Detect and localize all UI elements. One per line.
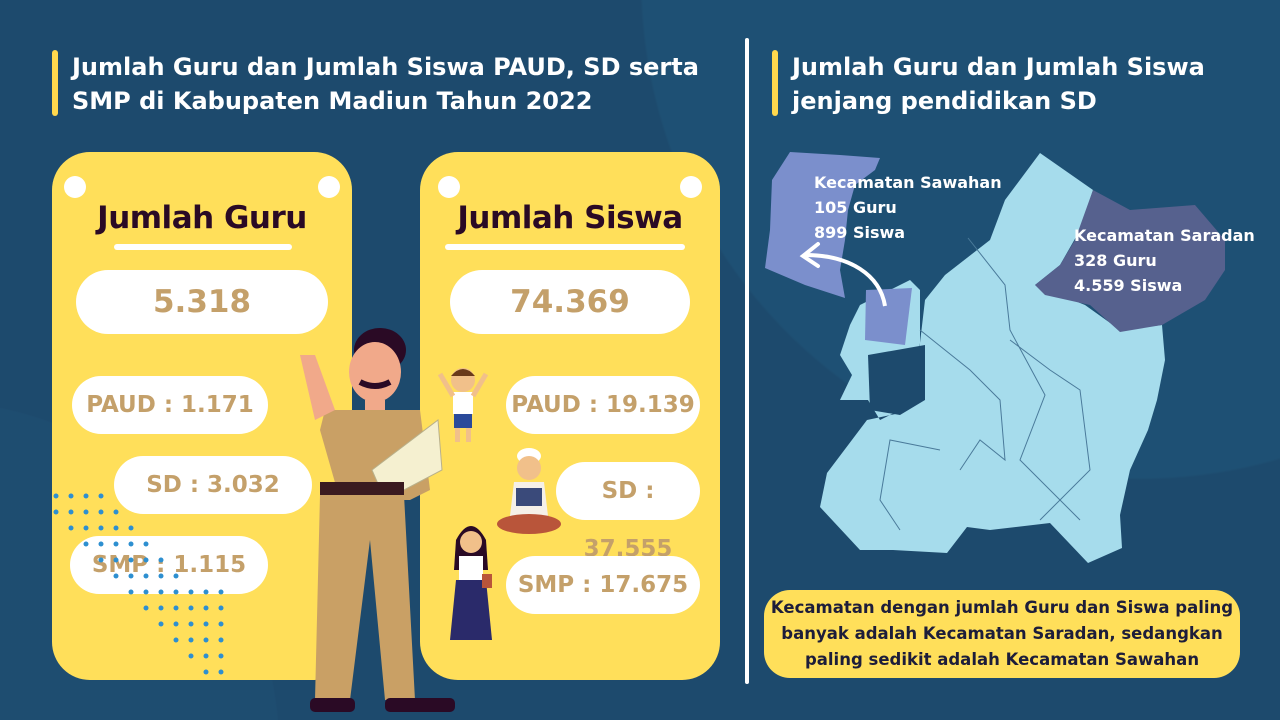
decorative-dot bbox=[218, 637, 224, 643]
decorative-dot bbox=[188, 637, 194, 643]
right-title: Jumlah Guru dan Jumlah Siswa jenjang pen… bbox=[772, 50, 1212, 118]
decorative-dot bbox=[68, 525, 74, 531]
dot-pattern bbox=[53, 493, 224, 675]
card-hole bbox=[64, 176, 86, 198]
decorative-dot bbox=[128, 525, 134, 531]
decorative-dot bbox=[143, 605, 149, 611]
decorative-dot bbox=[98, 541, 104, 547]
decorative-dot bbox=[98, 509, 104, 515]
decorative-dot bbox=[188, 605, 194, 611]
decorative-dot bbox=[188, 589, 194, 595]
decorative-dot bbox=[173, 621, 179, 627]
title-underline bbox=[445, 244, 685, 250]
decorative-dot bbox=[128, 573, 134, 579]
student-girl-illustration bbox=[450, 526, 492, 640]
card-hole bbox=[318, 176, 340, 198]
decorative-dot bbox=[218, 605, 224, 611]
sawahan-label: Kecamatan Sawahan 105 Guru 899 Siswa bbox=[814, 170, 1002, 245]
decorative-dot bbox=[173, 637, 179, 643]
decorative-dot bbox=[203, 669, 209, 675]
decorative-dot bbox=[173, 605, 179, 611]
conclusion-note: Kecamatan dengan jumlah Guru dan Siswa p… bbox=[764, 590, 1240, 678]
guru-paud: PAUD : 1.171 bbox=[72, 376, 268, 434]
divider bbox=[745, 38, 749, 684]
siswa-card-title: Jumlah Siswa bbox=[457, 200, 683, 236]
decorative-dot bbox=[188, 653, 194, 659]
decorative-dot bbox=[83, 509, 89, 515]
decorative-dot bbox=[68, 493, 74, 499]
decorative-dot bbox=[113, 557, 119, 563]
decorative-dot bbox=[158, 621, 164, 627]
decorative-dot bbox=[113, 509, 119, 515]
district-borders bbox=[879, 237, 1091, 531]
decorative-dot bbox=[158, 573, 164, 579]
guru-card-title: Jumlah Guru bbox=[97, 200, 307, 236]
left-title: Jumlah Guru dan Jumlah Siswa PAUD, SD se… bbox=[52, 50, 712, 118]
decorative-dot bbox=[98, 493, 104, 499]
decorative-dot bbox=[143, 557, 149, 563]
decorative-dot bbox=[158, 589, 164, 595]
decorative-dot bbox=[203, 653, 209, 659]
decorative-dot bbox=[203, 637, 209, 643]
decorative-dot bbox=[113, 525, 119, 531]
sawahan-siswa: 899 Siswa bbox=[814, 223, 906, 242]
sawahan-name: Kecamatan Sawahan bbox=[814, 173, 1002, 192]
decorative-dot bbox=[98, 525, 104, 531]
decorative-dot bbox=[173, 573, 179, 579]
student-boy-illustration bbox=[438, 368, 488, 442]
decorative-dot bbox=[128, 557, 134, 563]
title-underline bbox=[114, 244, 292, 250]
saradan-siswa: 4.559 Siswa bbox=[1074, 276, 1183, 295]
decorative-dot bbox=[128, 589, 134, 595]
decorative-dot bbox=[113, 541, 119, 547]
decorative-dot bbox=[203, 621, 209, 627]
map-district-sawahan-part[interactable] bbox=[865, 288, 912, 345]
sawahan-guru: 105 Guru bbox=[814, 198, 897, 217]
decorative-dot bbox=[143, 541, 149, 547]
decorative-dot bbox=[143, 589, 149, 595]
decorative-dot bbox=[218, 669, 224, 675]
map-district-base bbox=[820, 153, 1165, 563]
madiun-map bbox=[765, 152, 1225, 563]
teacher-illustration bbox=[300, 328, 455, 712]
decorative-dot bbox=[53, 493, 59, 499]
decorative-dot bbox=[203, 605, 209, 611]
decorative-dot bbox=[158, 605, 164, 611]
decorative-dot bbox=[128, 541, 134, 547]
card-hole bbox=[680, 176, 702, 198]
student-reading-illustration bbox=[497, 448, 561, 534]
decorative-dot bbox=[143, 573, 149, 579]
saradan-label: Kecamatan Saradan 328 Guru 4.559 Siswa bbox=[1074, 223, 1255, 298]
decorative-dot bbox=[83, 493, 89, 499]
decorative-dot bbox=[173, 589, 179, 595]
decorative-dot bbox=[188, 621, 194, 627]
decorative-dot bbox=[83, 525, 89, 531]
decorative-dot bbox=[158, 557, 164, 563]
decorative-dot bbox=[98, 557, 104, 563]
map-district-sawahan[interactable] bbox=[765, 152, 880, 298]
map-district-saradan[interactable] bbox=[1035, 190, 1225, 332]
guru-total: 5.318 bbox=[76, 270, 328, 334]
arrow-icon bbox=[804, 253, 887, 307]
decorative-dot bbox=[203, 589, 209, 595]
siswa-smp: SMP : 17.675 bbox=[506, 556, 700, 614]
siswa-paud: PAUD : 19.139 bbox=[506, 376, 700, 434]
decorative-dot bbox=[113, 573, 119, 579]
decorative-dot bbox=[83, 541, 89, 547]
map-hole bbox=[868, 345, 925, 415]
siswa-sd: SD : 37.555 bbox=[556, 462, 700, 562]
decorative-dot bbox=[53, 509, 59, 515]
saradan-name: Kecamatan Saradan bbox=[1074, 226, 1255, 245]
decorative-dot bbox=[218, 621, 224, 627]
guru-sd: SD : 3.032 bbox=[114, 456, 312, 514]
decorative-dot bbox=[68, 509, 74, 515]
arrowhead-icon bbox=[799, 242, 820, 268]
card-hole bbox=[438, 176, 460, 198]
decorative-dot bbox=[218, 653, 224, 659]
guru-smp: SMP : 1.115 bbox=[70, 536, 268, 594]
decorative-dot bbox=[218, 589, 224, 595]
saradan-guru: 328 Guru bbox=[1074, 251, 1157, 270]
siswa-total: 74.369 bbox=[450, 270, 690, 334]
guru-card: Jumlah Guru 5.318 PAUD : 1.171 SD : 3.03… bbox=[52, 152, 352, 680]
